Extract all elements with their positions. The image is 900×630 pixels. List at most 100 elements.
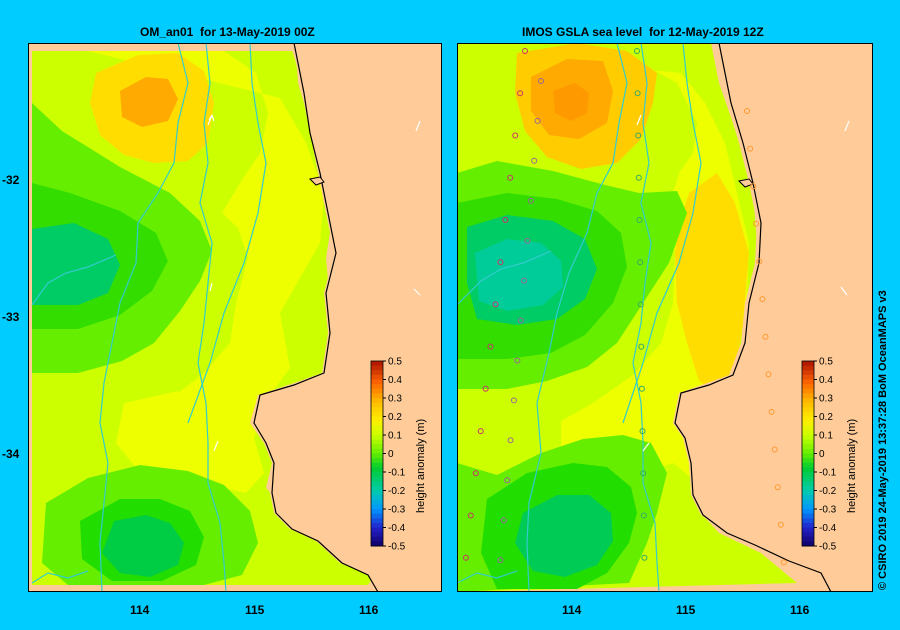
observation-marker bbox=[472, 470, 479, 477]
observation-marker bbox=[531, 157, 538, 164]
observation-marker bbox=[517, 90, 524, 97]
lon-tick-label: 115 bbox=[676, 603, 696, 617]
colorbar-swatch bbox=[371, 384, 383, 390]
colorbar-swatch bbox=[802, 504, 814, 510]
current-vectors bbox=[636, 114, 850, 452]
bathymetry-contours bbox=[457, 43, 702, 592]
observation-marker bbox=[522, 48, 528, 54]
observation-marker bbox=[640, 512, 647, 519]
observation-marker bbox=[762, 333, 769, 340]
colorbar-tick-label: -0.3 bbox=[388, 505, 406, 516]
right-map-panel[interactable]: 0.5 0.4 0.3 0.2 0.1 0 -0.1 -0.2 -0.3 -0.4 -0.5 hei… bbox=[457, 43, 873, 592]
observation-marker bbox=[639, 428, 646, 435]
observation-marker bbox=[527, 197, 534, 204]
colorbar-tick-label: -0.4 bbox=[819, 523, 837, 534]
colorbar-swatch bbox=[802, 388, 814, 394]
altimeter-observations bbox=[462, 48, 787, 566]
colorbar-tick-label: 0.4 bbox=[388, 375, 402, 386]
observation-marker bbox=[492, 301, 499, 308]
colorbar-swatch bbox=[371, 485, 383, 491]
colorbar-swatch bbox=[802, 536, 814, 542]
colorbar-swatch bbox=[802, 398, 814, 404]
observation-marker bbox=[768, 408, 775, 415]
colorbar-swatch bbox=[371, 504, 383, 510]
colorbar-swatch bbox=[371, 379, 383, 385]
colorbar-swatch bbox=[802, 522, 814, 528]
colorbar-tick-label: 0.4 bbox=[819, 375, 833, 386]
observation-marker bbox=[636, 216, 643, 223]
colorbar-swatch bbox=[371, 365, 383, 371]
colorbar-label: height anomaly (m) bbox=[846, 419, 858, 513]
colorbar-swatch bbox=[371, 490, 383, 496]
colorbar-tick-label: -0.3 bbox=[819, 505, 837, 516]
colorbar-swatch bbox=[802, 485, 814, 491]
colorbar-swatch bbox=[371, 393, 383, 399]
colorbar-swatch bbox=[802, 476, 814, 482]
observation-marker bbox=[641, 554, 648, 561]
contour-level-0.1 bbox=[88, 51, 324, 493]
colorbar-swatch bbox=[371, 509, 383, 515]
colorbar-swatch bbox=[371, 421, 383, 427]
colorbar-tick-label: 0.1 bbox=[819, 431, 833, 442]
colorbar-swatch bbox=[371, 481, 383, 487]
observation-marker bbox=[750, 183, 757, 190]
observation-marker bbox=[638, 343, 645, 350]
colorbar-tick-label: 0.1 bbox=[388, 431, 402, 442]
colorbar-swatch bbox=[802, 379, 814, 385]
colorbar-swatch bbox=[802, 499, 814, 505]
colorbar-swatch bbox=[371, 499, 383, 505]
observation-marker bbox=[756, 258, 763, 265]
colorbar-swatch bbox=[802, 407, 814, 413]
colorbar-swatch bbox=[802, 458, 814, 464]
contour-level-minus-0.1 bbox=[32, 223, 120, 305]
colorbar-tick-label: -0.1 bbox=[388, 468, 406, 479]
colorbar-tick-label: -0.5 bbox=[819, 542, 837, 553]
observation-marker bbox=[521, 277, 528, 284]
colorbar-swatch bbox=[371, 388, 383, 394]
left-map-panel[interactable]: 0.5 0.4 0.3 0.2 0.1 0 -0.1 -0.2 -0.3 -0.4 -0.5 hei… bbox=[28, 43, 442, 592]
colorbar-swatch bbox=[371, 374, 383, 380]
colorbar-swatch bbox=[802, 393, 814, 399]
observation-marker bbox=[497, 557, 504, 564]
colorbar-swatch bbox=[802, 411, 814, 417]
colorbar-gradient bbox=[802, 361, 814, 547]
colorbar-swatch bbox=[371, 518, 383, 524]
colorbar-swatch bbox=[371, 439, 383, 445]
observation-marker bbox=[780, 559, 787, 566]
observation-marker bbox=[637, 259, 644, 266]
colorbar-swatch bbox=[802, 467, 814, 473]
colorbar-swatch bbox=[371, 425, 383, 431]
observation-marker bbox=[512, 132, 519, 139]
observation-marker bbox=[477, 428, 484, 435]
colorbar-tick-label: 0 bbox=[819, 449, 825, 460]
coastline bbox=[253, 43, 379, 592]
observation-marker bbox=[635, 174, 642, 181]
credit-text: © CSIRO 2019 24-May-2019 13:37:28 BoM Oc… bbox=[877, 290, 889, 590]
land-mask bbox=[673, 43, 873, 592]
colorbar-tick-label: -0.1 bbox=[819, 468, 837, 479]
observation-marker bbox=[504, 477, 511, 484]
left-colorbar: 0.5 0.4 0.3 0.2 0.1 0 -0.1 -0.2 -0.3 -0.4 -0.5 hei… bbox=[370, 357, 427, 553]
colorbar-tick-label: 0 bbox=[388, 449, 394, 460]
colorbar-tick-label: 0.2 bbox=[388, 412, 402, 423]
colorbar-swatch bbox=[802, 370, 814, 376]
lon-tick-label: 114 bbox=[562, 603, 582, 617]
colorbar-swatch bbox=[802, 430, 814, 436]
colorbar-swatch bbox=[371, 370, 383, 376]
colorbar-swatch bbox=[802, 444, 814, 450]
contour-level-minus-0.15 bbox=[475, 239, 563, 311]
contour-level-0.15 bbox=[675, 173, 749, 393]
colorbar-swatch bbox=[802, 490, 814, 496]
observation-marker bbox=[777, 521, 784, 528]
lon-tick-label: 114 bbox=[130, 603, 150, 617]
lon-tick-label: 115 bbox=[245, 603, 265, 617]
land-mask bbox=[250, 43, 442, 592]
colorbar-swatch bbox=[802, 361, 814, 367]
colorbar-swatch bbox=[802, 439, 814, 445]
bathymetry-contours bbox=[31, 43, 267, 592]
colorbar-swatch bbox=[371, 411, 383, 417]
colorbar-swatch bbox=[371, 513, 383, 519]
observation-marker bbox=[462, 554, 469, 561]
contour-level-0.35 bbox=[553, 83, 589, 121]
colorbar-swatch bbox=[371, 402, 383, 408]
